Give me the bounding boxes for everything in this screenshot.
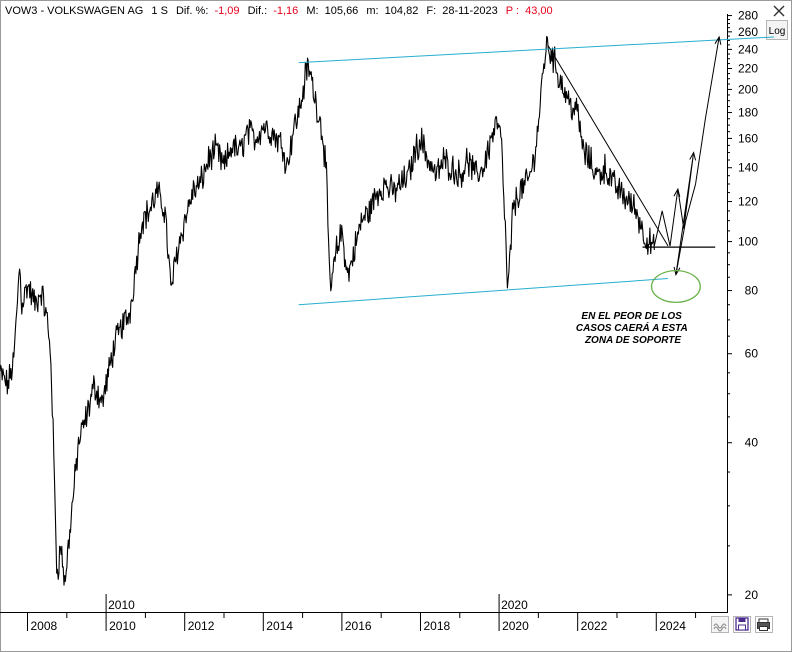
decade-label: 2020	[501, 598, 528, 612]
y-axis: 20 40 60 80 100 120 140 160 180 200 220 240 260 280	[727, 9, 758, 602]
print-button[interactable]	[755, 616, 773, 633]
x-tick-label: 2008	[31, 619, 58, 633]
max-value: 105,66	[325, 5, 359, 17]
date-value: 28-11-2023	[442, 5, 497, 17]
y-tick-label: 260	[738, 25, 758, 39]
analysis-overlays	[298, 35, 775, 306]
close-button[interactable]	[770, 3, 787, 18]
downtrend-line	[547, 45, 669, 247]
min-value: 104,82	[385, 5, 419, 17]
close-icon	[773, 5, 785, 17]
y-tick-label: 60	[745, 347, 759, 361]
change-value: -1,16	[273, 5, 298, 17]
save-button[interactable]	[733, 616, 751, 633]
log-scale-button[interactable]: Log	[766, 20, 788, 40]
price-line	[0, 35, 655, 586]
y-tick-label: 40	[745, 436, 759, 450]
x-tick-label: 2010	[109, 619, 136, 633]
y-tick-label: 220	[738, 62, 758, 76]
min-label: m:	[366, 5, 378, 17]
support-annotation: EN EL PEOR DE LOS CASOS CAERÁ A ESTA ZON…	[576, 311, 690, 346]
projection-path-up	[675, 36, 720, 275]
chart-type-button[interactable]	[711, 616, 729, 633]
y-tick-label: 120	[738, 195, 758, 209]
y-tick-label: 140	[738, 161, 758, 175]
date-label: F:	[426, 5, 436, 17]
save-icon	[735, 617, 749, 631]
y-tick-label: 160	[738, 131, 758, 145]
x-tick-label: 2016	[345, 619, 372, 633]
channel-upper-line	[298, 36, 775, 64]
pct-change-label: Dif. %:	[176, 5, 208, 17]
support-zone-ellipse	[650, 269, 701, 304]
y-tick-label: 80	[745, 284, 759, 298]
arrowhead-mid	[689, 151, 697, 161]
x-tick-label: 2018	[423, 619, 450, 633]
annotation-line-1: EN EL PEOR DE LOS	[581, 311, 682, 322]
period-label: 1 S	[151, 5, 168, 17]
pct-change-value: -1,09	[214, 5, 239, 17]
arrowhead-bounce	[673, 187, 681, 198]
wave-icon	[713, 623, 727, 629]
annotation-line-2: CASOS CAERÁ A ESTA	[576, 321, 688, 334]
change-label: Dif.:	[248, 5, 268, 17]
x-tick-label: 2012	[188, 619, 215, 633]
printer-icon	[757, 618, 770, 631]
price-series	[0, 35, 655, 586]
x-tick-label: 2022	[581, 619, 608, 633]
y-tick-label: 280	[738, 9, 758, 23]
chart-header: VOW3 - VOLKSWAGEN AG 1 S Dif. %: -1,09 D…	[5, 5, 553, 17]
y-tick-label: 20	[745, 588, 759, 602]
annotation-line-3: ZONA DE SOPORTE	[584, 335, 681, 346]
y-tick-label: 180	[738, 106, 758, 120]
x-tick-label: 2024	[659, 619, 686, 633]
log-label: Log	[769, 26, 786, 37]
x-tick-label: 2020	[502, 619, 529, 633]
channel-lower-line	[298, 278, 669, 306]
y-tick-label: 200	[738, 82, 758, 96]
p-label: P :	[506, 5, 519, 17]
x-tick-label: 2014	[266, 619, 293, 633]
arrowhead-target	[714, 35, 722, 45]
ticker-name: VOW3 - VOLKSWAGEN AG	[5, 5, 143, 17]
y-tick-label: 100	[738, 235, 758, 249]
p-value: 43,00	[525, 5, 553, 17]
max-label: M:	[306, 5, 318, 17]
y-tick-label: 240	[738, 42, 758, 56]
x-axis: 2008 2010 2012 2014 2016 2018 2020 2022 2024 2010…	[27, 594, 697, 633]
decade-label: 2010	[108, 598, 135, 612]
